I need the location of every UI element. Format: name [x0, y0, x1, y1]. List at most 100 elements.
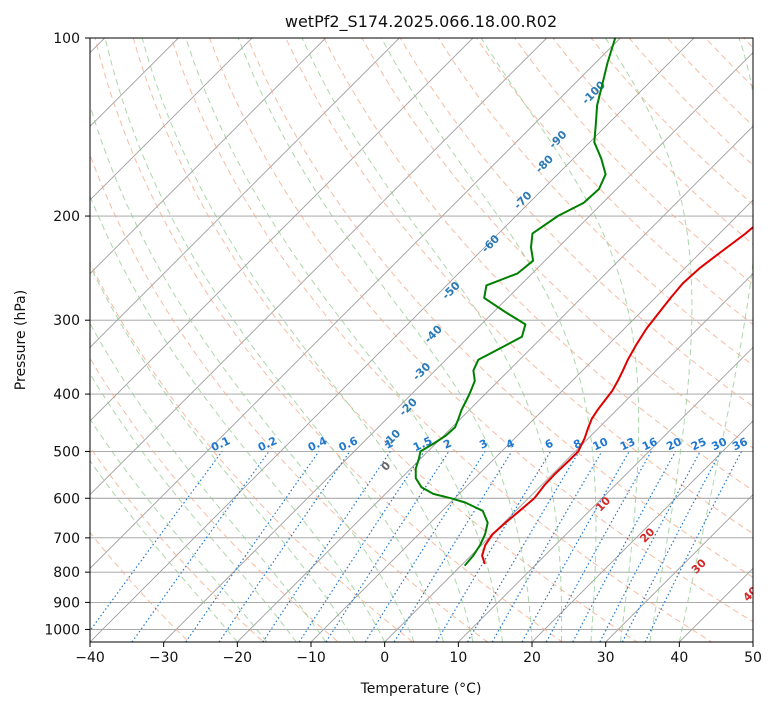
moist-adiabat-line [90, 194, 386, 642]
dry-adiabat-line [132, 38, 638, 642]
x-tick-label: −10 [296, 650, 326, 666]
mixing-ratio-line [298, 451, 425, 642]
mixing-ratio-label: 25 [689, 435, 708, 453]
dry-adiabat-line [90, 153, 489, 642]
x-tick-label: 20 [523, 650, 541, 666]
mixing-ratio-label: 10 [591, 435, 611, 453]
mixing-ratio-label: 20 [664, 435, 684, 453]
dry-adiabat-line [361, 38, 753, 449]
moist-adiabat-line [90, 418, 268, 642]
mixing-ratio-label: 13 [618, 435, 637, 453]
y-axis-label: Pressure (hPa) [13, 290, 29, 390]
isotherm-line [90, 38, 400, 348]
mixing-ratio-label: 6 [543, 437, 556, 452]
isotherm-line [163, 52, 753, 642]
moist-adiabat-label: -50 [439, 279, 462, 302]
dry-adiabat-line [90, 261, 414, 642]
moist-adiabat-line [90, 103, 415, 642]
moist-adiabat-line [90, 322, 327, 642]
dewpoint-line [414, 38, 617, 567]
mixing-ratio-line [185, 451, 320, 642]
y-tick-label: 400 [53, 387, 80, 403]
y-tick-label: 800 [53, 565, 80, 581]
dry-adiabat-line [437, 38, 753, 366]
moist-adiabat-line [90, 372, 297, 642]
moist-adiabat-line [678, 38, 753, 642]
isotherm-line [90, 38, 548, 496]
dry-adiabat-line [590, 38, 753, 206]
moist-adiabat-line [301, 38, 563, 642]
x-tick-label: −20 [223, 650, 253, 666]
mixing-ratio-label: 2 [441, 437, 453, 452]
isotherm-line [605, 494, 753, 642]
moist-adiabat-label: -30 [410, 360, 433, 383]
y-tick-label: 300 [53, 313, 80, 329]
x-axis-ticks: −40 −30 −20 −10 0 10 20 30 40 50 [75, 642, 762, 666]
mixing-ratio-label: 4 [504, 437, 517, 452]
y-tick-label: 500 [53, 444, 80, 460]
x-tick-label: −30 [149, 650, 179, 666]
mixing-ratio-line [521, 451, 630, 642]
plot-area: 0.1 0.2 0.4 0.6 1 1.5 2 3 4 6 8 10 13 16 20 25 30 36-100-… [0, 11, 761, 654]
moist-adiabat-label: -70 [511, 189, 534, 212]
moist-adiabat-line [90, 264, 356, 642]
isotherm-line [90, 38, 474, 422]
mixing-ratio-line [325, 451, 450, 642]
moist-adiabat-line [605, 38, 693, 642]
moist-adiabat-line [237, 38, 533, 642]
y-tick-label: 100 [53, 31, 80, 47]
y-tick-label: 200 [53, 209, 80, 225]
x-tick-label: 10 [449, 650, 467, 666]
moist-adiabat-line [480, 38, 640, 642]
mixing-ratio-line [218, 451, 351, 642]
x-tick-label: 40 [670, 650, 688, 666]
plot-frame [89, 37, 754, 643]
dry-adiabat-line [90, 531, 190, 642]
dry-adiabat-line [476, 38, 753, 326]
isotherm-line [457, 346, 753, 642]
x-tick-label: 30 [597, 650, 615, 666]
dry-adiabats [90, 38, 753, 642]
isotherm-line [236, 125, 753, 642]
dry-adiabat-line [208, 38, 753, 623]
y-tick-label: 900 [53, 595, 80, 611]
isobar-gridlines [90, 38, 753, 630]
isotherm-line [90, 38, 621, 569]
dry-adiabat-line [323, 38, 753, 492]
dry-adiabat-label: 40 [741, 584, 761, 604]
mixing-ratio-line [599, 451, 701, 642]
x-tick-label: 50 [744, 650, 762, 666]
isotherm-line [310, 199, 753, 642]
temperature-line [481, 225, 753, 565]
isotherm-line [0, 11, 58, 654]
dry-adiabat-line [170, 38, 713, 642]
dry-adiabat-line [90, 446, 265, 642]
moist-adiabat-label: -60 [479, 232, 502, 255]
moist-adiabat-label: -80 [533, 152, 556, 175]
isotherm-line [90, 38, 253, 201]
moist-adiabat-line [90, 459, 238, 642]
moist-adiabat-line [380, 38, 597, 642]
mixing-ratio-label: 36 [730, 435, 750, 453]
mixing-ratio-line [131, 451, 270, 642]
mixing-ratio-line [572, 451, 677, 642]
moist-adiabat-label: -10 [380, 427, 403, 450]
moist-adiabat-line [141, 38, 474, 642]
y-tick-label: 1000 [44, 622, 80, 638]
y-tick-label: 700 [53, 531, 80, 547]
dry-adiabat-line [90, 357, 340, 642]
dry-adiabat-line [514, 38, 753, 285]
mixing-ratio-label: 16 [640, 435, 660, 453]
isotherm-line [531, 420, 753, 642]
moist-adiabat-line [185, 38, 503, 642]
isotherm-line [90, 38, 179, 127]
mixing-ratio-lines [90, 451, 743, 642]
mixing-ratio-line [262, 451, 391, 642]
reference-line-labels: 0.1 0.2 0.4 0.6 1 1.5 2 3 4 6 8 10 13 16 20 25 30 36-100-… [209, 78, 761, 604]
isotherm-line [752, 641, 753, 642]
isotherm-line [90, 38, 695, 642]
profile-lines [414, 38, 753, 567]
moist-adiabats [90, 38, 753, 642]
mixing-ratio-line [545, 451, 652, 642]
